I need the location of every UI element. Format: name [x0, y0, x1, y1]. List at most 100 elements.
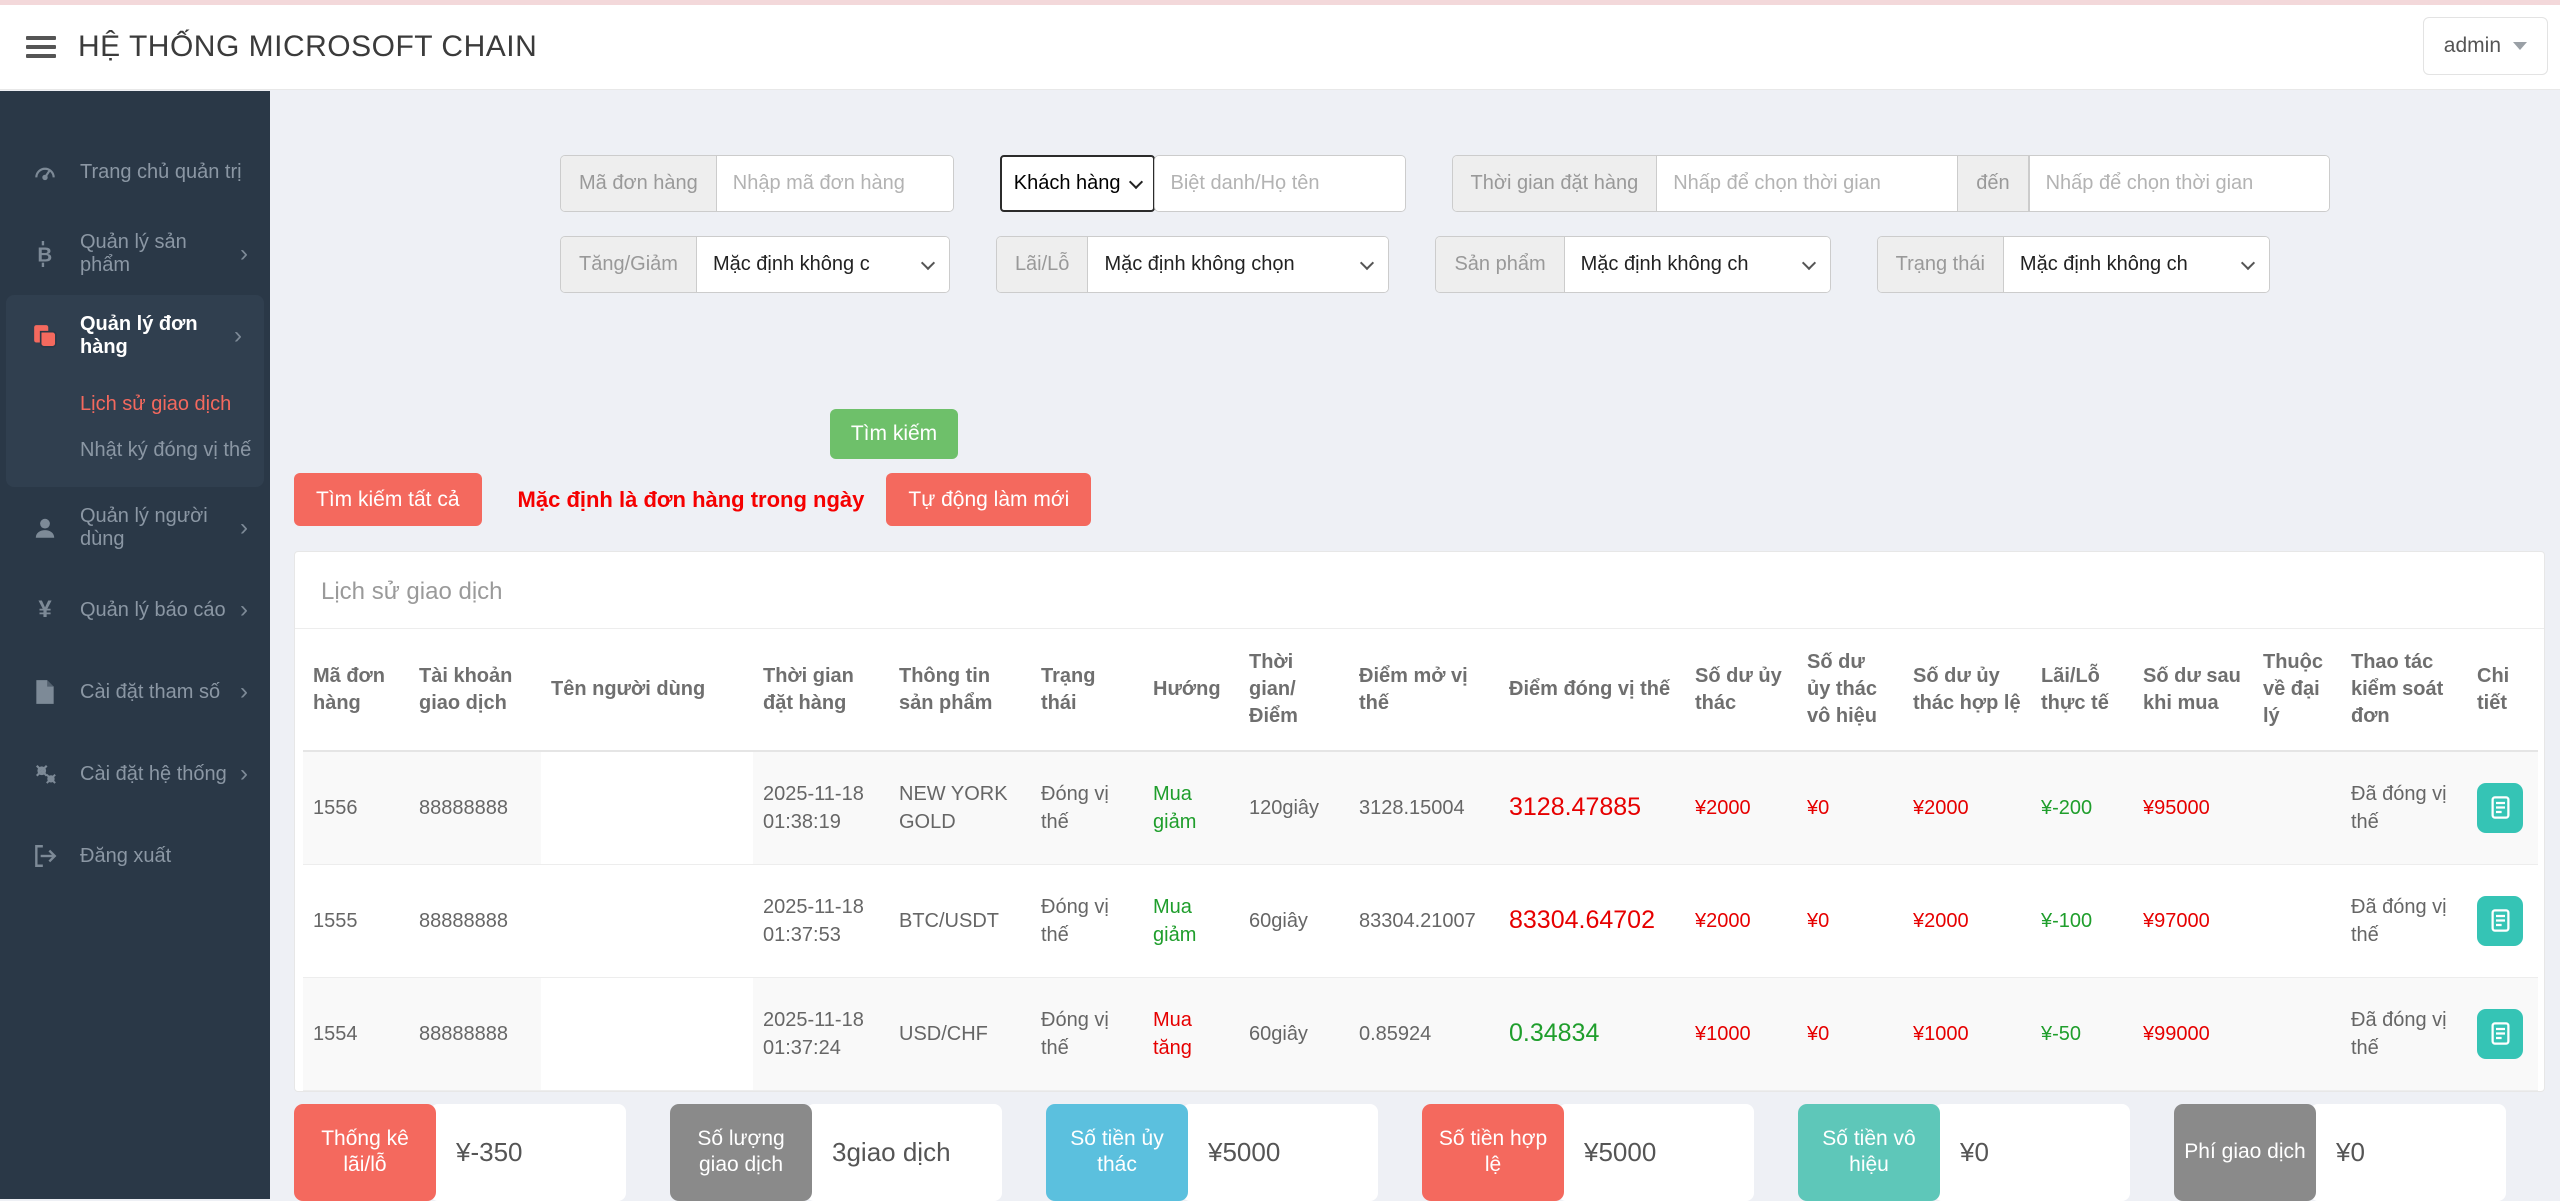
sidebar-item-dashboard[interactable]: Trang chủ quản trị	[0, 131, 270, 213]
table-cell: 60giây	[1239, 864, 1349, 977]
sidebar-item-logout[interactable]: Đăng xuất	[0, 815, 270, 897]
customer-name-input[interactable]	[1155, 156, 1405, 211]
table-cell	[2467, 864, 2538, 977]
summary-value: ¥0	[2310, 1104, 2506, 1201]
menu-toggle-icon[interactable]	[26, 36, 56, 58]
profit-select[interactable]: Mặc định không chọn	[1088, 237, 1388, 292]
table-cell	[2253, 977, 2341, 1090]
column-header: Số dư ủy thác	[1685, 629, 1797, 751]
table-cell: ¥2000	[1685, 864, 1797, 977]
table-cell: 1556	[303, 751, 409, 864]
detail-button[interactable]	[2477, 896, 2523, 946]
sidebar-item-users[interactable]: Quản lý người dùng ›	[0, 487, 270, 569]
column-header: Mã đơn hàng	[303, 629, 409, 751]
chevron-right-icon: ›	[240, 760, 248, 788]
column-header: Lãi/Lỗ thực tế	[2031, 629, 2133, 751]
user-menu[interactable]: admin	[2423, 17, 2548, 75]
table-cell: 60giây	[1239, 977, 1349, 1090]
table-cell: ¥-200	[2031, 751, 2133, 864]
customer-type-select[interactable]: Khách hàng	[1000, 155, 1155, 212]
table-cell: ¥99000	[2133, 977, 2253, 1090]
column-header: Số dư sau khi mua	[2133, 629, 2253, 751]
chevron-right-icon: ›	[240, 596, 248, 624]
sidebar-item-label: Trang chủ quản trị	[80, 161, 242, 184]
table-cell: ¥2000	[1685, 751, 1797, 864]
table-cell: ¥1000	[1903, 977, 2031, 1090]
detail-button[interactable]	[2477, 783, 2523, 833]
column-header: Số dư ủy thác vô hiệu	[1797, 629, 1903, 751]
table-cell: 2025-11-18 01:37:24	[753, 977, 889, 1090]
summary-label: Số tiền vô hiệu	[1798, 1104, 1940, 1201]
column-header: Thông tin sản phẩm	[889, 629, 1031, 751]
profit-group: Lãi/Lỗ Mặc định không chọn	[996, 236, 1390, 293]
table-cell: 120giây	[1239, 751, 1349, 864]
sidebar-item-parameters[interactable]: Cài đặt tham số ›	[0, 651, 270, 733]
order-code-label: Mã đơn hàng	[561, 156, 717, 211]
sidebar-item-label: Cài đặt hệ thống	[80, 763, 227, 786]
sidebar-item-label: Quản lý báo cáo	[80, 599, 226, 622]
auto-refresh-button[interactable]: Tự động làm mới	[886, 473, 1091, 526]
time-to-input[interactable]	[2029, 156, 2329, 211]
product-label: Sản phẩm	[1436, 237, 1564, 292]
summary-value: ¥5000	[1558, 1104, 1754, 1201]
time-from-input[interactable]	[1657, 156, 1957, 211]
column-header: Tên người dùng	[541, 629, 753, 751]
table-cell: 3128.47885	[1499, 751, 1685, 864]
table-cell: 2025-11-18 01:37:53	[753, 864, 889, 977]
column-header: Số dư ủy thác hợp lệ	[1903, 629, 2031, 751]
table-cell: 88888888	[409, 751, 541, 864]
sidebar-item-transaction-history[interactable]: Lịch sử giao dịch	[6, 377, 264, 432]
status-select[interactable]: Mặc định không ch	[2004, 237, 2269, 292]
table-cell: ¥95000	[2133, 751, 2253, 864]
status-label: Trạng thái	[1878, 237, 2004, 292]
sidebar: Trang chủ quản trị B Quản lý sản phẩm › …	[0, 91, 270, 1199]
sidebar-item-products[interactable]: B Quản lý sản phẩm ›	[0, 213, 270, 295]
table-cell	[2467, 977, 2538, 1090]
table-cell: 88888888	[409, 977, 541, 1090]
table-cell: ¥0	[1797, 864, 1903, 977]
updown-select[interactable]: Mặc định không c	[697, 237, 949, 292]
sidebar-item-system[interactable]: Cài đặt hệ thống ›	[0, 733, 270, 815]
sidebar-item-orders[interactable]: Quản lý đơn hàng ›	[6, 295, 264, 377]
dashboard-icon	[30, 157, 60, 187]
summary-invalid-amount: Số tiền vô hiệu ¥0	[1798, 1104, 2130, 1201]
table-cell: ¥1000	[1685, 977, 1797, 1090]
sidebar-item-reports[interactable]: ¥ Quản lý báo cáo ›	[0, 569, 270, 651]
table-cell: 1554	[303, 977, 409, 1090]
updown-label: Tăng/Giảm	[561, 237, 697, 292]
svg-text:B: B	[37, 244, 52, 267]
filter-row-2: Tăng/Giảm Mặc định không c Lãi/Lỗ Mặc đị…	[560, 236, 2330, 293]
default-note-text: Mặc định là đơn hàng trong ngày	[518, 487, 865, 513]
column-header: Điểm mở vị thế	[1349, 629, 1499, 751]
time-range-mid-label: đến	[1957, 156, 2028, 211]
order-code-input[interactable]	[717, 156, 953, 211]
search-all-button[interactable]: Tìm kiếm tất cả	[294, 473, 482, 526]
table-cell: ¥-50	[2031, 977, 2133, 1090]
filter-form: Mã đơn hàng Khách hàng Thời gian đặt hàn…	[560, 155, 2330, 293]
time-range-label: Thời gian đặt hàng	[1453, 156, 1658, 211]
order-code-group: Mã đơn hàng	[560, 155, 954, 212]
column-header: Trạng thái	[1031, 629, 1143, 751]
table-cell: USD/CHF	[889, 977, 1031, 1090]
filter-row-1: Mã đơn hàng Khách hàng Thời gian đặt hàn…	[560, 155, 2330, 212]
status-value: Mặc định không ch	[2020, 253, 2188, 276]
gears-icon	[30, 759, 60, 789]
table-cell: 83304.64702	[1499, 864, 1685, 977]
column-header: Hướng	[1143, 629, 1239, 751]
file-icon	[30, 677, 60, 707]
detail-button[interactable]	[2477, 1009, 2523, 1059]
table-cell: ¥-100	[2031, 864, 2133, 977]
chevron-down-icon	[2241, 255, 2255, 269]
sidebar-item-close-log[interactable]: Nhật ký đóng vị thế	[6, 432, 264, 487]
product-select[interactable]: Mặc định không ch	[1565, 237, 1830, 292]
sidebar-item-label: Quản lý người dùng	[80, 505, 240, 551]
column-header: Thời gian đặt hàng	[753, 629, 889, 751]
search-button[interactable]: Tìm kiếm	[830, 409, 958, 459]
time-range-group: Thời gian đặt hàng đến	[1452, 155, 2330, 212]
user-name: admin	[2444, 34, 2501, 58]
table-cell: ¥2000	[1903, 864, 2031, 977]
summary-label: Số lượng giao dịch	[670, 1104, 812, 1201]
